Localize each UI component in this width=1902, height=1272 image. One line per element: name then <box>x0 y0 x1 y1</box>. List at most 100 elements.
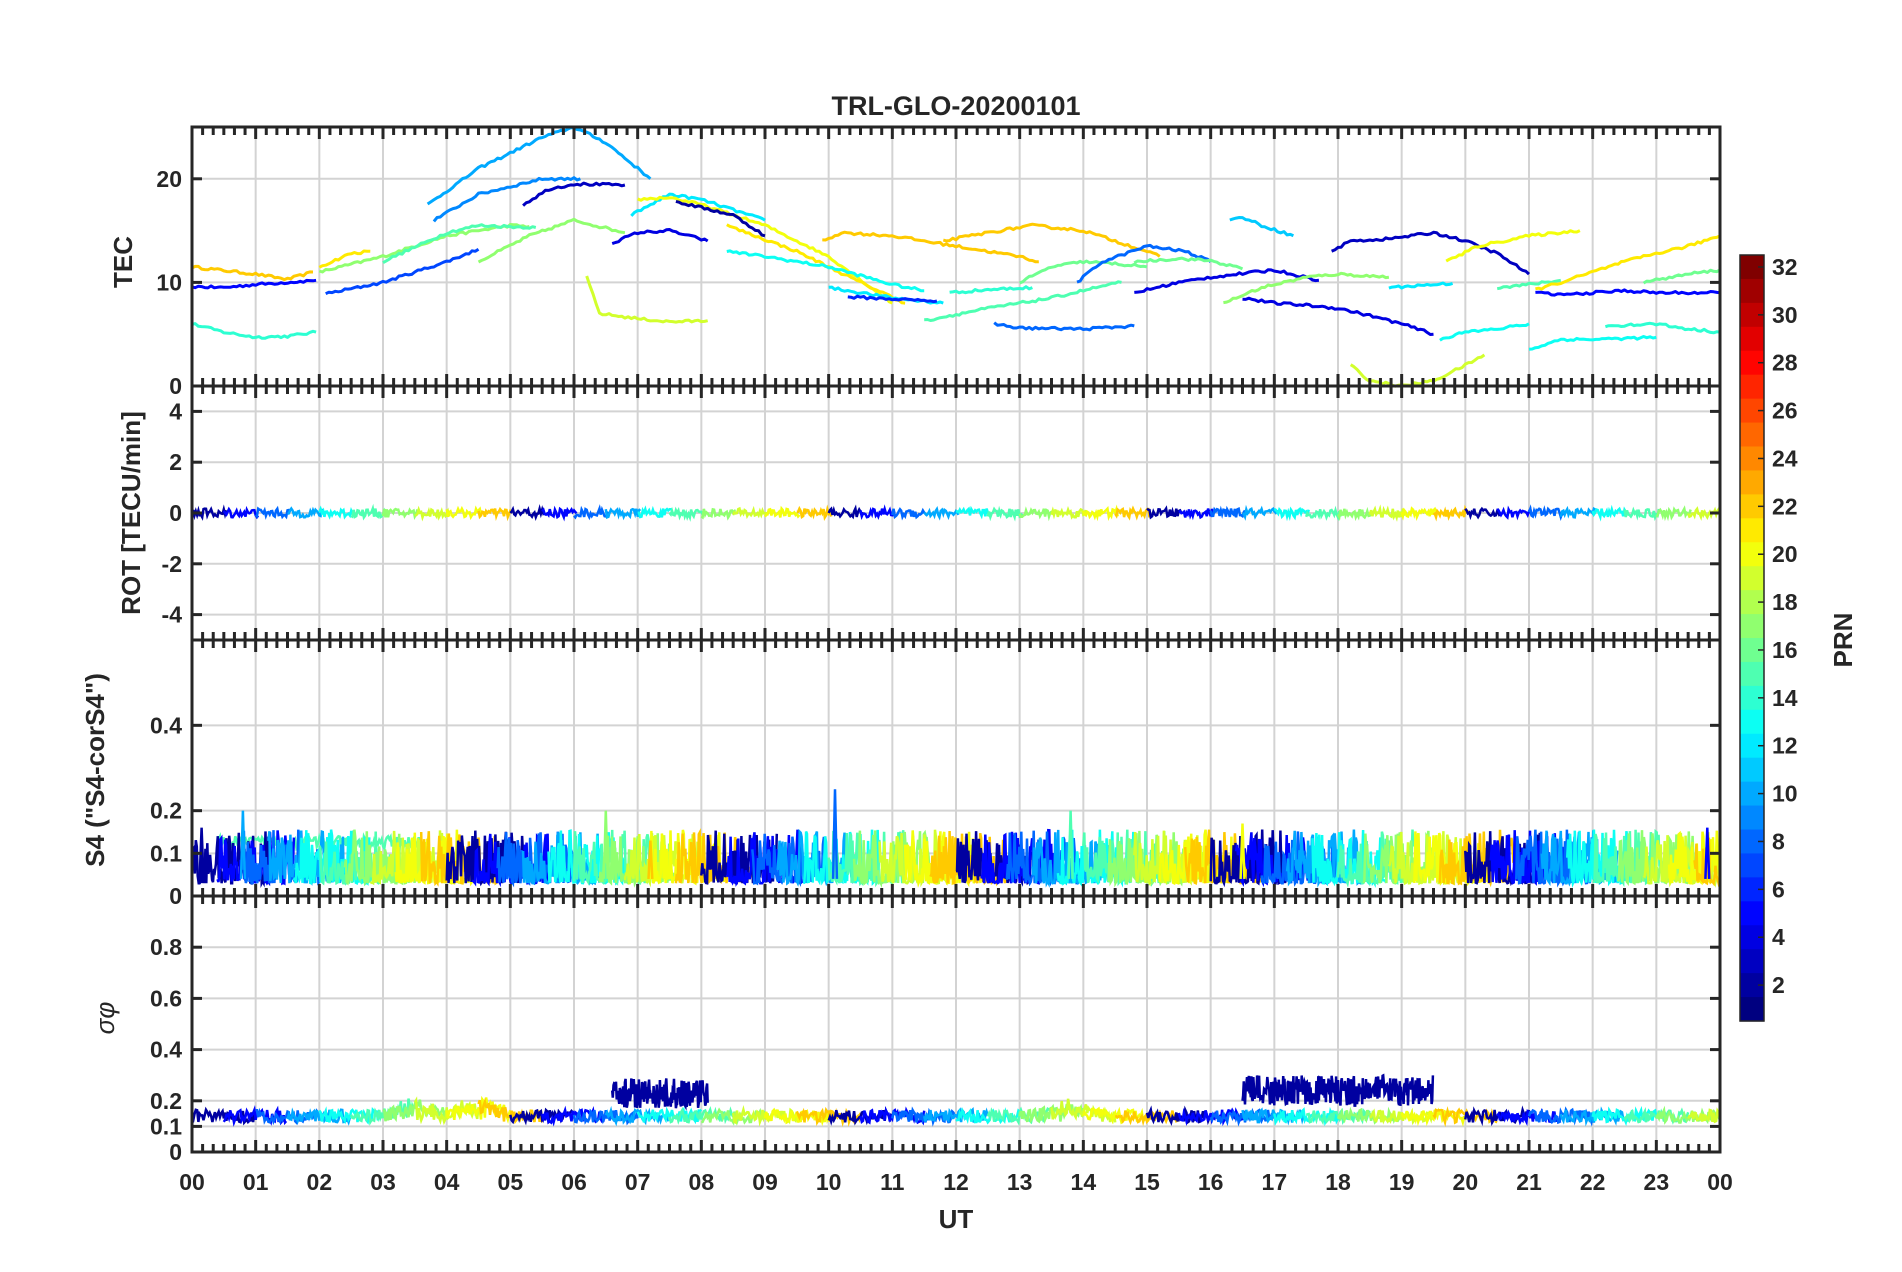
x-tick-label: 16 <box>1198 1169 1224 1195</box>
tec-series-prn-5 <box>1535 288 1721 297</box>
panel-rot: -4 -2 0 2 4 ROT [TECU/min] <box>116 384 1722 642</box>
tec-series-prn-21 <box>318 249 371 269</box>
sigma-phi-series-prn-5 <box>1177 1107 1244 1127</box>
tec-series-prn-22 <box>822 230 1039 264</box>
colorbar-label: PRN <box>1828 613 1858 668</box>
sigma-phi-y-tick-labels: 00.10.2 0.4 0.6 0.8 <box>150 934 182 1165</box>
chart-title: TRL-GLO-20200101 <box>831 91 1080 121</box>
rot-series-prn-13 <box>1591 504 1629 522</box>
rot-series-prn-17 <box>700 507 737 521</box>
s4-ylabel: S4 ("S4-corS4") <box>80 673 110 867</box>
colorbar-cell-prn-15 <box>1740 661 1764 687</box>
rot-series-prn-2 <box>1464 506 1501 521</box>
y-tick-label: 0 <box>169 500 182 526</box>
panel-tec: 0 10 20 TEC <box>108 125 1722 399</box>
s4-peak-prn-8 <box>831 789 839 879</box>
rot-series-prn-8 <box>1209 505 1247 519</box>
y-tick-label: 0.2 <box>150 798 182 824</box>
tec-series-prn-15 <box>924 280 1122 322</box>
colorbar-frame <box>1739 254 1765 1022</box>
y-tick-label: 0.2 <box>150 1088 182 1114</box>
colorbar-tick-label: 14 <box>1772 685 1798 711</box>
x-tick-label: 10 <box>816 1169 842 1195</box>
colorbar-cell-prn-3 <box>1740 949 1764 974</box>
x-tick-label: 00 <box>179 1169 205 1195</box>
tec-y-tick-labels: 0 10 20 <box>156 166 182 399</box>
s4-series-prn-5 <box>980 828 1059 885</box>
rot-series-prn-2 <box>1146 505 1183 520</box>
colorbar-tick-label: 4 <box>1772 924 1785 950</box>
s4-y-tick-labels: 0 0.1 0.2 0.4 <box>150 712 182 909</box>
panel-sigma-phi: 00.10.2 0.4 0.6 0.8 σφ <box>90 894 1722 1165</box>
colorbar-cell-prn-23 <box>1740 470 1764 495</box>
rot-series-prn-15 <box>668 506 705 522</box>
y-tick-label: 0.4 <box>150 712 182 738</box>
tec-series-prn-15 <box>1496 278 1562 291</box>
colorbar-cell-prn-1 <box>1740 997 1764 1022</box>
rot-series-prn-8 <box>573 504 610 521</box>
s4-series-prn-22 <box>1693 837 1721 888</box>
tec-series-prn-12 <box>1388 281 1454 290</box>
colorbar-cell-prn-29 <box>1740 326 1764 352</box>
tec-series-prn-22 <box>191 264 314 282</box>
x-tick-label: 07 <box>625 1169 651 1195</box>
rot-series-prn-22 <box>1432 504 1469 522</box>
rot-y-tick-labels: -4 -2 0 2 4 <box>162 398 183 627</box>
colorbar-cells <box>1740 255 1764 1022</box>
tec-series-prn-19 <box>1349 353 1486 388</box>
colorbar-cell-prn-31 <box>1740 278 1764 304</box>
colorbar-cell-prn-13 <box>1740 709 1764 735</box>
sigma-phi-elevated-prn-2 <box>610 1078 709 1111</box>
rot-series-prn-22 <box>796 504 833 521</box>
tec-series-prn-6 <box>847 294 938 304</box>
y-tick-label: 0 <box>169 883 182 909</box>
colorbar-tick-label: 32 <box>1772 254 1798 280</box>
tec-series-prn-16 <box>1642 268 1721 285</box>
x-tick-label: 01 <box>243 1169 269 1195</box>
tec-series-prn-4 <box>1242 296 1434 336</box>
rot-series-prn-17 <box>381 507 419 521</box>
tec-series-prn-14 <box>949 285 1033 295</box>
x-tick-label: 12 <box>943 1169 969 1195</box>
y-tick-label: 20 <box>156 166 182 192</box>
colorbar-cell-prn-21 <box>1740 518 1764 543</box>
tec-gridlines <box>192 127 1720 386</box>
x-tick-label: 00 <box>1707 1169 1733 1195</box>
rot-series-prn-10 <box>287 506 324 519</box>
rot-series-prn-10 <box>1242 504 1279 521</box>
rot-series-prn-8 <box>1527 504 1565 521</box>
tec-series-prn-16 <box>1019 259 1148 285</box>
x-tick-label: 04 <box>434 1169 460 1195</box>
tec-series-prn-3 <box>1331 230 1531 276</box>
y-tick-label: 0 <box>169 373 182 399</box>
sigma-phi-series-prn-19 <box>1687 1107 1722 1124</box>
y-tick-label: 0.6 <box>150 985 182 1011</box>
s4-series-prn-5 <box>471 832 550 888</box>
rot-series-prn-13 <box>318 505 355 520</box>
x-tick-label: 21 <box>1516 1169 1542 1195</box>
sigma-phi-series-prn-5 <box>859 1105 926 1126</box>
rot-ylabel: ROT [TECU/min] <box>116 411 146 615</box>
rot-series-prn-10 <box>923 505 960 521</box>
rot-series-prn-5 <box>222 505 260 520</box>
sigma-phi-series-prn-10 <box>604 1105 670 1127</box>
rot-series-prn-10 <box>604 506 642 521</box>
colorbar-cell-prn-7 <box>1740 853 1764 878</box>
tec-series-prn-5 <box>191 278 317 290</box>
x-tick-label: 20 <box>1453 1169 1479 1195</box>
x-tick-label: 09 <box>752 1169 778 1195</box>
rot-series-prn-5 <box>1178 508 1215 521</box>
tec-series-prn-13 <box>1439 322 1530 342</box>
colorbar-tick-label: 16 <box>1772 637 1798 663</box>
sigma-phi-series <box>191 1073 1722 1128</box>
rot-series-prn-19 <box>732 505 769 520</box>
tec-series-prn-20 <box>1445 229 1581 263</box>
colorbar-tick-label: 10 <box>1772 781 1798 807</box>
tec-series-prn-14 <box>1604 321 1721 335</box>
colorbar-tick-label: 12 <box>1772 733 1798 759</box>
y-tick-label: -2 <box>162 551 182 577</box>
rot-series-prn-5 <box>1496 505 1533 521</box>
colorbar-tick-label: 28 <box>1772 350 1798 376</box>
rot-series-prn-2 <box>827 504 865 520</box>
s4-peak-prn-22 <box>647 840 654 879</box>
